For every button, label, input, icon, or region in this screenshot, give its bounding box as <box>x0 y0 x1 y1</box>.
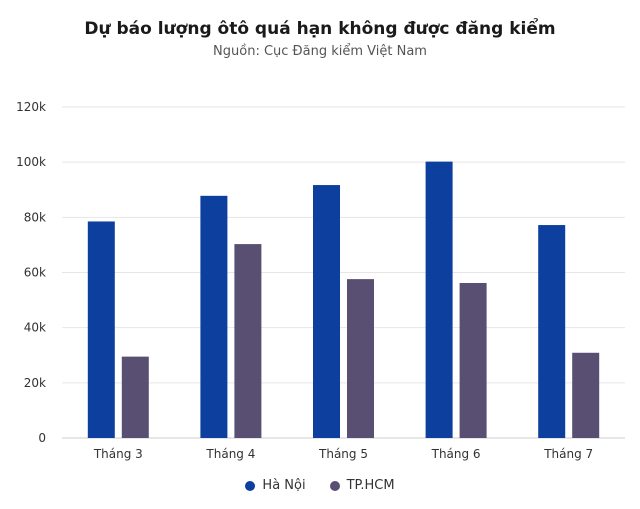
legend-label-tphcm: TP.HCM <box>346 478 395 493</box>
bar-hanoi <box>200 195 228 438</box>
legend-label-hanoi: Hà Nội <box>262 478 306 493</box>
y-tick-label: 20k <box>24 376 46 390</box>
x-tick-label: Tháng 3 <box>93 447 143 461</box>
legend-item-hanoi[interactable]: Hà Nội <box>245 478 306 493</box>
y-tick-label: 0 <box>38 431 46 445</box>
y-tick-label: 60k <box>24 266 46 280</box>
bar-tphcm <box>121 356 149 438</box>
x-tick-label: Tháng 7 <box>543 447 593 461</box>
x-tick-label: Tháng 4 <box>205 447 255 461</box>
y-tick-label: 80k <box>24 210 46 224</box>
bar-hanoi <box>538 225 566 438</box>
bar-hanoi <box>313 185 340 438</box>
bar-hanoi <box>425 161 453 439</box>
bar-tphcm <box>459 282 487 438</box>
bar-tphcm <box>572 352 600 438</box>
legend-item-tphcm[interactable]: TP.HCM <box>329 478 395 493</box>
bar-chart: 0 20k 40k 60k 80k 100k 120k Tháng 3 Tháng 4 Tháng… <box>16 100 625 461</box>
legend-marker-tphcm <box>329 480 340 491</box>
bar-tphcm <box>234 244 262 438</box>
x-tick-label: Tháng 5 <box>318 447 368 461</box>
y-tick-label: 120k <box>16 100 46 114</box>
x-tick-label: Tháng 6 <box>431 447 481 461</box>
y-tick-label: 100k <box>16 155 46 169</box>
chart-subtitle: Nguồn: Cục Đăng kiểm Việt Nam <box>213 44 427 59</box>
legend: Hà Nội TP.HCM <box>0 478 640 493</box>
bar-tphcm <box>347 279 374 438</box>
chart-title: Dự báo lượng ôtô quá hạn không được đăng… <box>84 19 556 39</box>
y-tick-label: 40k <box>24 321 46 335</box>
bar-hanoi <box>87 221 115 438</box>
legend-marker-hanoi <box>245 480 256 491</box>
